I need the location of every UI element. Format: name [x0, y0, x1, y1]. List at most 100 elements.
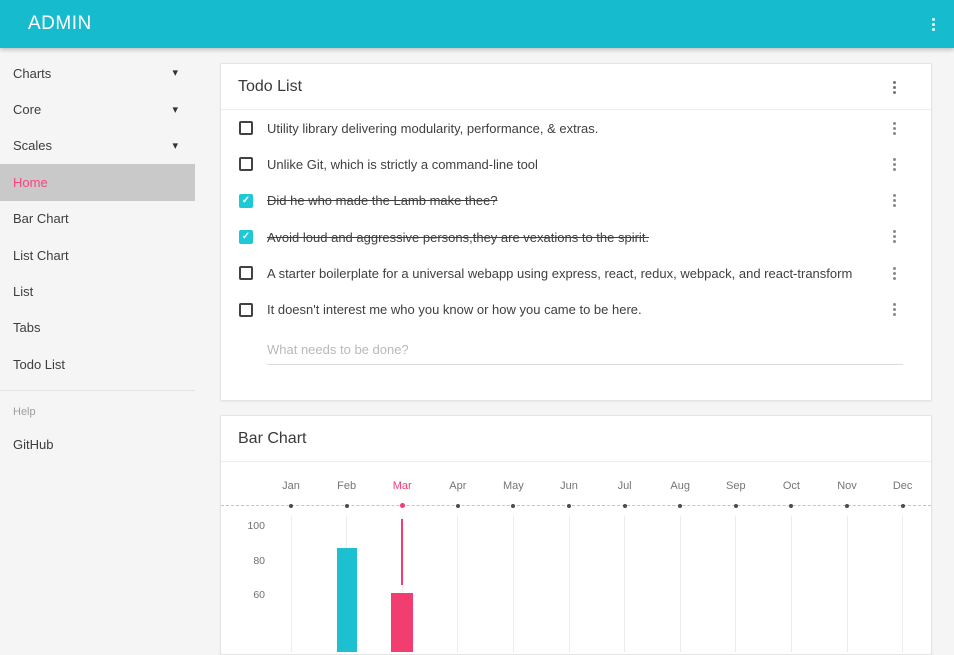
sidebar-item-list[interactable]: List	[0, 273, 195, 309]
chart-gridline	[680, 516, 681, 652]
axis-marker-dot-oct	[789, 504, 793, 508]
sidebar-item-github[interactable]: GitHub	[0, 427, 195, 463]
x-tick-label-aug: Aug	[660, 480, 700, 492]
checkbox-unchecked[interactable]	[239, 266, 253, 280]
chart-gridline	[847, 516, 848, 652]
chart-top-axis	[221, 505, 931, 506]
axis-marker-dot-may	[511, 504, 515, 508]
appbar-overflow-menu-icon[interactable]	[926, 14, 940, 34]
axis-marker-dot-jan	[289, 504, 293, 508]
chevron-down-icon: ▾	[172, 66, 178, 79]
todo-item: ✓ Avoid loud and aggressive persons,they …	[221, 219, 931, 255]
todo-item-menu-icon[interactable]	[887, 299, 901, 319]
chart-gridline	[457, 516, 458, 652]
sidebar-divider	[0, 390, 195, 391]
chart-gridline	[902, 516, 903, 652]
todo-item-label: Did he who made the Lamb make thee?	[267, 193, 568, 208]
chart-gridline	[291, 516, 292, 652]
todo-input-row	[267, 338, 903, 365]
x-tick-label-sep: Sep	[716, 480, 756, 492]
sidebar-item-label: GitHub	[13, 437, 53, 452]
chart-gridline	[569, 516, 570, 652]
todo-item-label: A starter boilerplate for a universal we…	[267, 266, 922, 281]
checkbox-checked[interactable]: ✓	[239, 194, 253, 208]
checkbox-checked[interactable]: ✓	[239, 230, 253, 244]
todo-list: Utility library delivering modularity, p…	[221, 110, 931, 328]
x-tick-label-may: May	[493, 480, 533, 492]
x-tick-label-nov: Nov	[827, 480, 867, 492]
sidebar: Charts ▾ Core ▾ Scales ▾ Home Bar Chart List Cha…	[0, 48, 195, 600]
axis-marker-dot-feb	[345, 504, 349, 508]
chart-gridline	[624, 516, 625, 652]
todo-item: It doesn't interest me who you know or h…	[221, 291, 931, 327]
x-tick-label-oct: Oct	[771, 480, 811, 492]
todo-item-label: It doesn't interest me who you know or h…	[267, 302, 712, 317]
checkbox-unchecked[interactable]	[239, 157, 253, 171]
chart-gridline	[791, 516, 792, 652]
sidebar-item-label: Core	[13, 102, 41, 117]
todo-item: A starter boilerplate for a universal we…	[221, 255, 931, 291]
todo-item-label: Avoid loud and aggressive persons,they a…	[267, 230, 719, 245]
todo-card-title: Todo List	[221, 78, 302, 96]
todo-item-menu-icon[interactable]	[887, 118, 901, 138]
checkbox-unchecked[interactable]	[239, 303, 253, 317]
sidebar-item-tabs[interactable]: Tabs	[0, 310, 195, 346]
chevron-down-icon: ▾	[172, 139, 178, 152]
sidebar-item-label: Todo List	[13, 357, 65, 372]
axis-marker-dot-apr	[456, 504, 460, 508]
axis-marker-dot-aug	[678, 504, 682, 508]
todo-item: Utility library delivering modularity, p…	[221, 110, 931, 146]
x-tick-label-jun: Jun	[549, 480, 589, 492]
sidebar-item-label: List Chart	[13, 248, 69, 263]
sidebar-item-label: Scales	[13, 138, 52, 153]
todo-item-menu-icon[interactable]	[887, 191, 901, 211]
todo-item: ✓ Did he who made the Lamb make thee?	[221, 183, 931, 219]
sidebar-section-label-help: Help	[0, 397, 195, 427]
bar-chart-card: Bar Chart Jan Feb Mar Apr May Jun Jul Aug Sep Oct…	[220, 415, 932, 655]
axis-marker-dot-sep	[734, 504, 738, 508]
chart-gridline	[735, 516, 736, 652]
app-bar: ADMIN	[0, 0, 954, 48]
y-tick-label-80: 80	[221, 555, 265, 567]
y-tick-label-60: 60	[221, 589, 265, 601]
sidebar-item-label: Charts	[13, 66, 51, 81]
chart-gridline	[513, 516, 514, 652]
sidebar-item-bar-chart[interactable]: Bar Chart	[0, 201, 195, 237]
sidebar-item-todo-list[interactable]: Todo List	[0, 346, 195, 382]
x-tick-label-jul: Jul	[605, 480, 645, 492]
sidebar-item-home[interactable]: Home	[0, 164, 195, 200]
todo-item-menu-icon[interactable]	[887, 227, 901, 247]
chart-annotation-line	[401, 519, 403, 585]
x-tick-label-apr: Apr	[438, 480, 478, 492]
todo-card-header: Todo List	[221, 64, 931, 110]
todo-item-menu-icon[interactable]	[887, 263, 901, 283]
bar-chart-card-title: Bar Chart	[221, 430, 306, 448]
app-title: ADMIN	[0, 13, 92, 35]
chevron-down-icon: ▾	[172, 103, 178, 116]
y-tick-label-100: 100	[221, 520, 265, 532]
sidebar-item-label: Home	[13, 175, 48, 190]
new-todo-input[interactable]	[267, 338, 903, 365]
checkbox-unchecked[interactable]	[239, 121, 253, 135]
x-tick-label-mar: Mar	[382, 480, 422, 492]
x-tick-label-jan: Jan	[271, 480, 311, 492]
todo-card-menu-icon[interactable]	[887, 77, 901, 97]
bar-chart-card-header: Bar Chart	[221, 416, 931, 462]
x-tick-label-feb: Feb	[327, 480, 367, 492]
sidebar-item-scales[interactable]: Scales ▾	[0, 128, 195, 164]
sidebar-item-charts[interactable]: Charts ▾	[0, 55, 195, 91]
chart-bar-feb	[337, 548, 357, 652]
todo-item-label: Unlike Git, which is strictly a command-…	[267, 157, 608, 172]
sidebar-item-list-chart[interactable]: List Chart	[0, 237, 195, 273]
axis-marker-dot-mar	[400, 503, 405, 508]
chart-bar-mar	[391, 593, 413, 652]
sidebar-item-label: List	[13, 284, 33, 299]
sidebar-item-label: Tabs	[13, 320, 40, 335]
sidebar-item-core[interactable]: Core ▾	[0, 91, 195, 127]
todo-item-menu-icon[interactable]	[887, 154, 901, 174]
axis-marker-dot-jun	[567, 504, 571, 508]
todo-card: Todo List Utility library delivering mod…	[220, 63, 932, 401]
axis-marker-dot-nov	[845, 504, 849, 508]
axis-marker-dot-jul	[623, 504, 627, 508]
